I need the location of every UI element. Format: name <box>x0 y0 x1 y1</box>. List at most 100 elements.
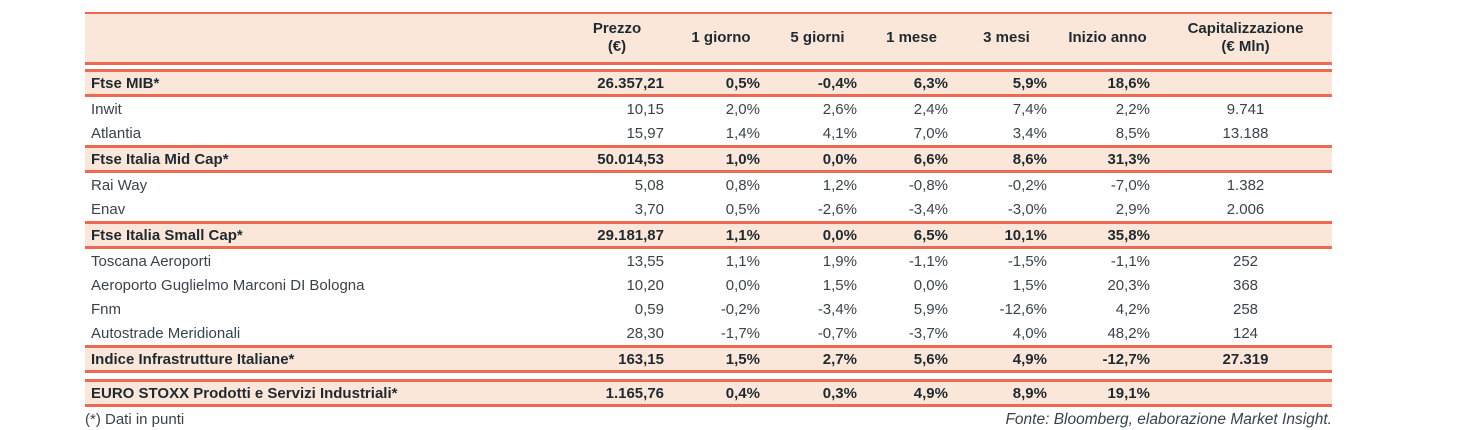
row-value: 27.319 <box>1222 350 1269 368</box>
row-value: -12,6% <box>999 300 1047 318</box>
row-value: 368 <box>1232 276 1259 294</box>
row-value: 2,6% <box>822 100 857 118</box>
stock-row: Aeroporto Guglielmo Marconi DI Bologna 10… <box>85 273 1332 297</box>
row-name: EURO STOXX Prodotti e Servizi Industrial… <box>91 384 398 402</box>
row-value: 1,5% <box>1012 276 1047 294</box>
row-value: 10,20 <box>626 276 664 294</box>
row-value: 2.006 <box>1226 200 1265 218</box>
row-value: 8,9% <box>1012 384 1047 402</box>
row-value <box>1159 148 1332 170</box>
column-header: 1 mese <box>886 29 937 46</box>
row-value: 5,08 <box>634 176 664 194</box>
source-attribution: Fonte: Bloomberg, elaborazione Market In… <box>1005 411 1332 428</box>
row-value: 5,9% <box>913 300 948 318</box>
row-value: 4,9% <box>913 384 948 402</box>
row-value: 0,4% <box>725 384 760 402</box>
row-value <box>1159 224 1332 246</box>
row-name: Atlantia <box>91 124 142 142</box>
row-name: Enav <box>91 200 126 218</box>
row-value: -3,0% <box>1007 200 1047 218</box>
row-value: 7,4% <box>1012 100 1047 118</box>
column-header: Prezzo (€) <box>592 20 642 55</box>
row-value: 0,5% <box>725 200 760 218</box>
row-value: 1,1% <box>725 252 760 270</box>
row-value: 48,2% <box>1107 324 1150 342</box>
index-section-row: Ftse Italia Mid Cap* 50.014,53 1,0% 0,0% 6,6… <box>85 145 1332 173</box>
row-value: 9.741 <box>1226 100 1265 118</box>
row-value: 4,2% <box>1115 300 1150 318</box>
table-body: Ftse MIB* 26.357,21 0,5% -0,4% 6,3% 5,9% 18,6%… <box>85 69 1332 407</box>
row-value: 7,0% <box>913 124 948 142</box>
row-value: 0,0% <box>822 150 857 168</box>
row-value: 2,9% <box>1115 200 1150 218</box>
row-value <box>1159 72 1332 94</box>
stock-row: Fnm 0,59 -0,2% -3,4% 5,9% -12,6% 4,2% 258 <box>85 297 1332 321</box>
stock-row: Toscana Aeroporti 13,55 1,1% 1,9% -1,1% -1,5%… <box>85 249 1332 273</box>
row-name: Inwit <box>91 100 122 118</box>
column-header: 1 giorno <box>691 29 751 46</box>
index-section-row: Ftse Italia Small Cap* 29.181,87 1,1% 0,0% 6… <box>85 221 1332 249</box>
row-value: 1,0% <box>725 150 760 168</box>
row-value: 0,0% <box>913 276 948 294</box>
row-name: Ftse Italia Mid Cap* <box>91 150 229 168</box>
index-section-row: Ftse MIB* 26.357,21 0,5% -0,4% 6,3% 5,9% 18,6% <box>85 69 1332 97</box>
row-value: -3,4% <box>908 200 948 218</box>
row-name: Ftse Italia Small Cap* <box>91 226 243 244</box>
row-value: 5,6% <box>913 350 948 368</box>
table-footnotes: (*) Dati in punti Fonte: Bloomberg, elab… <box>85 411 1332 429</box>
row-value: -0,2% <box>1007 176 1047 194</box>
row-value: 1,4% <box>725 124 760 142</box>
row-value: 0,5% <box>725 74 760 92</box>
row-value: 8,5% <box>1115 124 1150 142</box>
row-value: 2,4% <box>913 100 948 118</box>
row-value: 13,55 <box>626 252 664 270</box>
row-value: -0,7% <box>817 324 857 342</box>
row-value: 1.165,76 <box>605 384 664 402</box>
row-name: Autostrade Meridionali <box>91 324 241 342</box>
row-value: 50.014,53 <box>597 150 664 168</box>
row-value: 252 <box>1232 252 1259 270</box>
row-value: -0,2% <box>720 300 760 318</box>
footnote-dati-in-punti: (*) Dati in punti <box>85 411 185 428</box>
row-name: Indice Infrastrutture Italiane* <box>91 350 295 368</box>
row-value: 4,0% <box>1012 324 1047 342</box>
row-value: -1,1% <box>1110 252 1150 270</box>
row-value: 0,59 <box>634 300 664 318</box>
row-value: 0,3% <box>822 384 857 402</box>
row-value: 6,5% <box>913 226 948 244</box>
row-value: 26.357,21 <box>597 74 664 92</box>
row-value: -1,5% <box>1007 252 1047 270</box>
row-value: 15,97 <box>626 124 664 142</box>
row-value: 163,15 <box>618 350 664 368</box>
row-value: -3,4% <box>817 300 857 318</box>
row-value: 3,70 <box>634 200 664 218</box>
column-header: Capitalizzazione (€ Mln) <box>1187 20 1304 55</box>
index-section-row: Indice Infrastrutture Italiane* 163,15 1,5… <box>85 345 1332 373</box>
row-value: 29.181,87 <box>597 226 664 244</box>
row-value: -3,7% <box>908 324 948 342</box>
stock-row: Enav 3,70 0,5% -2,6% -3,4% -3,0% 2,9% 2.006 <box>85 197 1332 221</box>
row-value: 28,30 <box>626 324 664 342</box>
row-value: 1,9% <box>822 252 857 270</box>
row-value: 6,3% <box>913 74 948 92</box>
row-value: -1,7% <box>720 324 760 342</box>
index-section-row: EURO STOXX Prodotti e Servizi Industrial… <box>85 379 1332 407</box>
row-value: 1.382 <box>1226 176 1265 194</box>
stock-row: Rai Way 5,08 0,8% 1,2% -0,8% -0,2% -7,0% 1.382 <box>85 173 1332 197</box>
row-value: -1,1% <box>908 252 948 270</box>
row-value: 2,0% <box>725 100 760 118</box>
market-performance-table: Prezzo (€) 1 giorno 5 giorni 1 mese 3 mesi In… <box>85 12 1332 429</box>
row-value: 5,9% <box>1012 74 1047 92</box>
row-value: 4,9% <box>1012 350 1047 368</box>
row-name: Fnm <box>91 300 121 318</box>
row-value: 10,1% <box>1004 226 1047 244</box>
stock-row: Atlantia 15,97 1,4% 4,1% 7,0% 3,4% 8,5% 13.188 <box>85 121 1332 145</box>
row-value: 2,2% <box>1115 100 1150 118</box>
row-name: Aeroporto Guglielmo Marconi DI Bologna <box>91 276 365 294</box>
column-header: 5 giorni <box>790 29 845 46</box>
row-value: 4,1% <box>822 124 857 142</box>
row-value: 8,6% <box>1012 150 1047 168</box>
row-value: 2,7% <box>822 350 857 368</box>
row-name: Ftse MIB* <box>91 74 160 92</box>
row-value: 0,8% <box>725 176 760 194</box>
